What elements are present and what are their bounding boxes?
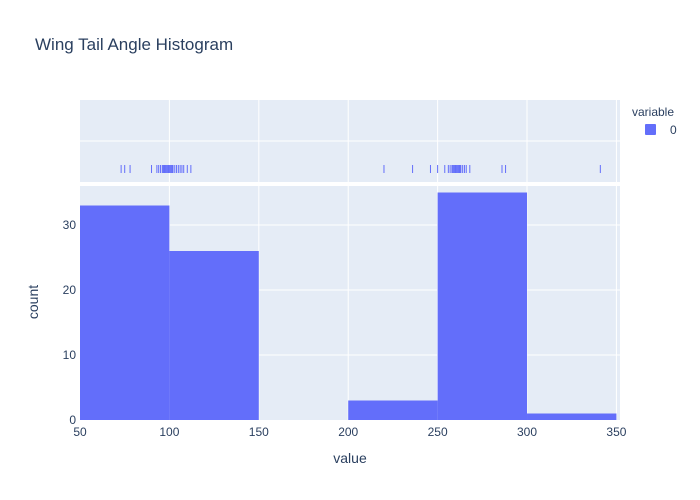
histogram-bar-4 [437, 192, 528, 420]
rug-plot-panel [80, 100, 620, 182]
x-tick-label-250: 250 [428, 425, 448, 439]
x-tick-label-300: 300 [517, 425, 537, 439]
legend-title: variable [632, 105, 674, 119]
histogram-bar-5 [527, 413, 617, 420]
x-axis-title: value [333, 450, 367, 466]
x-tick-label-100: 100 [159, 425, 179, 439]
y-tick-label-30: 30 [63, 218, 77, 232]
legend-label-0[interactable]: 0 [670, 123, 677, 137]
x-tick-label-50: 50 [73, 425, 87, 439]
x-tick-label-350: 350 [606, 425, 626, 439]
legend-swatch-0[interactable] [645, 124, 656, 135]
histogram-bar-1 [169, 251, 259, 420]
histogram-panel: 50 100 150 200 250 300 350 0 10 20 30 [63, 186, 627, 439]
histogram-bar-3 [348, 400, 438, 420]
legend[interactable]: variable 0 [632, 105, 677, 137]
histogram-bar-0 [80, 205, 170, 420]
x-tick-label-150: 150 [249, 425, 269, 439]
y-tick-label-20: 20 [63, 283, 77, 297]
chart-title: Wing Tail Angle Histogram [35, 35, 233, 54]
x-tick-label-200: 200 [338, 425, 358, 439]
y-tick-label-10: 10 [63, 348, 77, 362]
y-axis-title: count [25, 285, 41, 319]
y-tick-label-0: 0 [69, 413, 76, 427]
